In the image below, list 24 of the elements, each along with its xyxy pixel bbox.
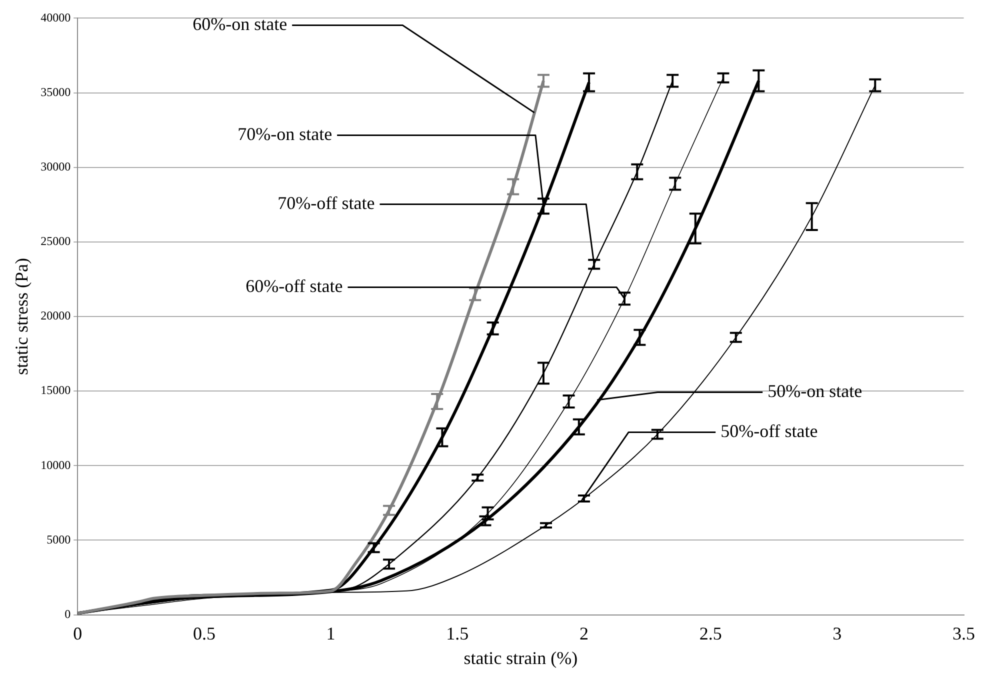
text: 60%-off state (246, 276, 343, 296)
y-axis-title: static stress (Pa) (12, 258, 32, 375)
x-axis-title: static strain (%) (464, 648, 578, 668)
x-tick-label: 1 (326, 623, 336, 644)
x-tick-label: 1.5 (446, 623, 469, 644)
y-tick-label: 40000 (40, 10, 71, 24)
text: 60%-on state (192, 14, 288, 34)
y-tick-label: 25000 (40, 234, 71, 248)
x-tick-label: 0.5 (192, 623, 216, 644)
text: 50%-on state (768, 380, 862, 401)
y-tick-label: 5000 (46, 532, 71, 546)
y-tick-label: 15000 (40, 383, 71, 398)
y-tick-label: 20000 (40, 308, 71, 323)
text: 70%-off state (278, 192, 375, 213)
y-tick-label: 10000 (40, 458, 71, 472)
x-tick-label: 2 (579, 623, 588, 644)
x-tick-label: 3 (832, 623, 842, 644)
x-tick-label: 3.5 (952, 623, 975, 644)
text: 70%-on state (238, 124, 332, 144)
y-tick-label: 35000 (40, 84, 71, 99)
x-tick-label: 2.5 (699, 623, 722, 644)
text: 50%-off state (720, 420, 818, 441)
y-tick-label: 30000 (40, 160, 71, 174)
y-tick-label: 0 (64, 606, 71, 621)
